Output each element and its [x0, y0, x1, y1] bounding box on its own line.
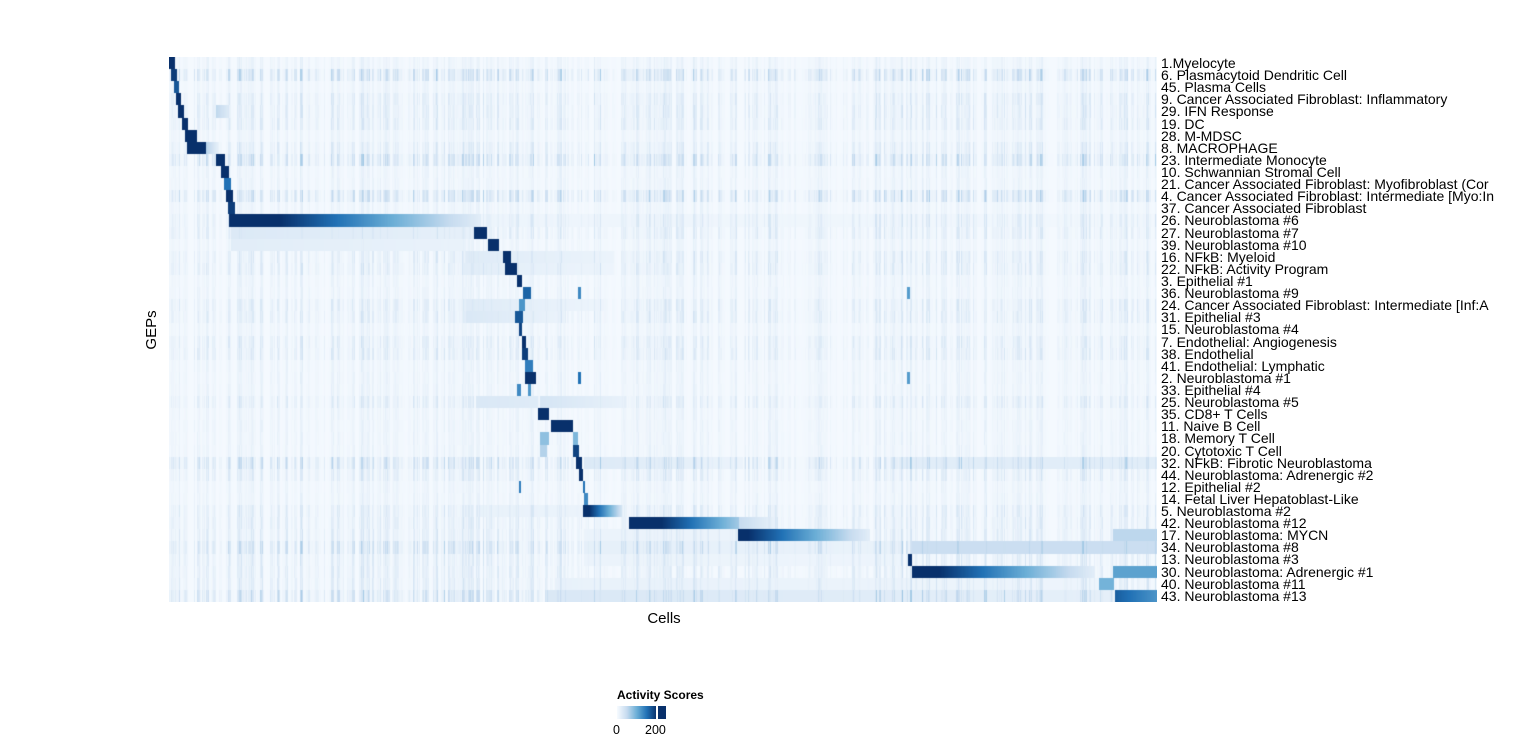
row-label: 45. Plasma Cells — [1161, 79, 1267, 96]
row-label: 24. Cancer Associated Fibroblast: Interm… — [1161, 297, 1489, 314]
legend-title: Activity Scores — [617, 688, 704, 702]
row-label: 11. Naive B Cell — [1161, 418, 1261, 435]
row-label: 33. Epithelial #4 — [1161, 381, 1261, 398]
row-label: 18. Memory T Cell — [1161, 430, 1275, 447]
row-label: 9. Cancer Associated Fibroblast: Inflamm… — [1161, 91, 1448, 108]
heatmap — [169, 57, 1157, 602]
legend-tick-labels: 0 200 — [613, 723, 737, 737]
row-label: 6. Plasmacytoid Dendritic Cell — [1161, 67, 1347, 84]
row-label: 37. Cancer Associated Fibroblast — [1161, 200, 1367, 217]
row-label: 13. Neuroblastoma #3 — [1161, 551, 1299, 568]
row-label: 10. Schwannian Stromal Cell — [1161, 163, 1341, 180]
row-label: 32. NFkB: Fibrotic Neuroblastoma — [1161, 454, 1372, 471]
row-label: 40. Neuroblastoma #11 — [1161, 575, 1306, 592]
row-label: 22. NFkB: Activity Program — [1161, 260, 1329, 277]
row-label: 5. Neuroblastoma #2 — [1161, 503, 1291, 520]
row-label: 26. Neuroblastoma #6 — [1161, 212, 1299, 229]
legend-color-bar — [617, 706, 666, 719]
row-label: 17. Neuroblastoma: MYCN — [1161, 527, 1329, 544]
row-label: 44. Neuroblastoma: Adrenergic #2 — [1161, 466, 1374, 483]
row-label: 35. CD8+ T Cells — [1161, 406, 1268, 423]
row-label: 28. M-MDSC — [1161, 127, 1242, 144]
row-label: 20. Cytotoxic T Cell — [1161, 442, 1282, 459]
legend-tick-label-min: 0 — [613, 723, 620, 737]
legend-tick-label-max: 200 — [645, 723, 666, 737]
row-label: 21. Cancer Associated Fibroblast: Myofib… — [1161, 176, 1489, 193]
row-label: 16. NFkB: Myeloid — [1161, 248, 1276, 265]
row-label: 29. IFN Response — [1161, 103, 1274, 120]
row-label: 43. Neuroblastoma #13 — [1161, 587, 1307, 604]
legend: Activity Scores 0 200 — [613, 688, 737, 737]
row-label: 38. Endothelial — [1161, 345, 1254, 362]
row-label: 19. DC — [1161, 115, 1205, 132]
row-label: 31. Epithelial #3 — [1161, 309, 1261, 326]
x-axis-label: Cells — [647, 610, 681, 627]
row-label: 25. Neuroblastoma #5 — [1161, 394, 1299, 411]
row-label: 15. Neuroblastoma #4 — [1161, 321, 1299, 338]
row-label: 27. Neuroblastoma #7 — [1161, 224, 1299, 241]
row-label: 8. MACROPHAGE — [1161, 139, 1278, 156]
row-label: 4. Cancer Associated Fibroblast: Interme… — [1161, 188, 1495, 205]
row-label: 1.Myelocyte — [1161, 55, 1236, 71]
row-label: 42. Neuroblastoma #12 — [1161, 515, 1307, 532]
row-label: 23. Intermediate Monocyte — [1161, 151, 1327, 168]
row-label: 14. Fetal Liver Hepatoblast-Like — [1161, 490, 1359, 507]
row-label: 12. Epithelial #2 — [1161, 478, 1261, 495]
row-label: 2. Neuroblastoma #1 — [1161, 369, 1291, 386]
legend-tick-mark — [655, 706, 658, 719]
row-label: 3. Epithelial #1 — [1161, 272, 1253, 289]
row-label: 7. Endothelial: Angiogenesis — [1161, 333, 1337, 350]
row-label: 39. Neuroblastoma #10 — [1161, 236, 1307, 253]
row-label: 30. Neuroblastoma: Adrenergic #1 — [1161, 563, 1374, 580]
y-axis-label: GEPs — [143, 310, 160, 350]
row-labels: 1.Myelocyte 6. Plasmacytoid Dendritic Cel… — [1161, 55, 1540, 604]
row-label: 36. Neuroblastoma #9 — [1161, 285, 1299, 302]
row-label: 34. Neuroblastoma #8 — [1161, 539, 1299, 556]
row-label: 41. Endothelial: Lymphatic — [1161, 357, 1325, 374]
